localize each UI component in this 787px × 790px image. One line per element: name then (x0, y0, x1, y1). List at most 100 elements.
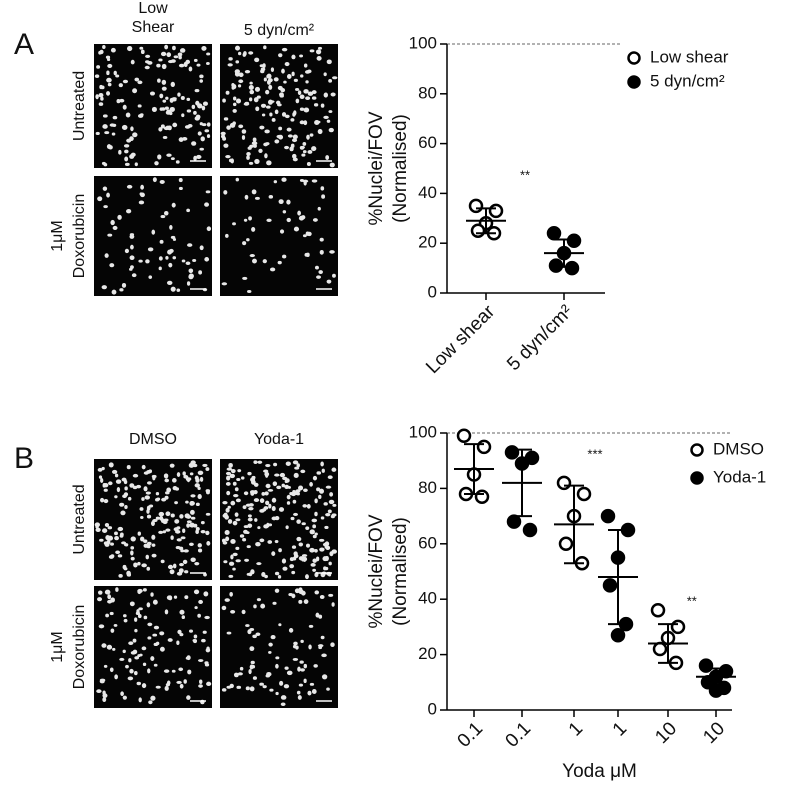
nucleus (259, 538, 265, 543)
nucleus (264, 471, 270, 477)
nucleus (187, 669, 192, 675)
nucleus (313, 103, 319, 107)
nucleus (205, 512, 211, 516)
nucleus (286, 501, 291, 505)
nucleus (229, 591, 233, 597)
nucleus (267, 488, 274, 492)
nucleus (153, 663, 158, 667)
nucleus (273, 462, 278, 467)
nucleus (221, 605, 227, 611)
nucleus (101, 161, 106, 165)
nucleus (246, 151, 251, 157)
nucleus (236, 477, 241, 482)
nucleus (148, 700, 153, 705)
nucleus (263, 77, 267, 82)
nucleus (176, 680, 182, 684)
data-point (652, 641, 668, 657)
nucleus (117, 214, 122, 220)
nucleus (272, 481, 278, 487)
nucleus (102, 186, 108, 191)
nucleus (170, 81, 176, 87)
nucleus (206, 226, 212, 232)
nucleus (138, 607, 143, 611)
nucleus (113, 70, 117, 76)
nucleus (188, 542, 194, 547)
nucleus (286, 217, 291, 223)
nucleus (309, 482, 313, 487)
nucleus (116, 98, 121, 104)
nucleus (119, 657, 125, 661)
nucleus (158, 511, 165, 517)
nucleus (165, 256, 169, 260)
nucleus (303, 107, 310, 113)
nucleus (270, 634, 276, 640)
nucleus (301, 556, 305, 562)
nucleus (205, 530, 210, 536)
nucleus (200, 530, 206, 534)
nucleus (196, 154, 202, 160)
nucleus (312, 534, 317, 539)
nucleus (235, 177, 240, 182)
nucleus (292, 460, 299, 465)
nucleus (180, 95, 185, 100)
nucleus (142, 588, 147, 592)
nucleus (267, 540, 273, 544)
nucleus (274, 109, 279, 115)
panel-label: B (14, 442, 34, 475)
nucleus (274, 571, 280, 576)
nucleus (235, 498, 241, 503)
nucleus (178, 186, 183, 191)
nucleus (281, 177, 287, 182)
nucleus (326, 687, 330, 691)
nucleus (106, 644, 113, 650)
nucleus (302, 141, 307, 146)
nucleus (151, 474, 157, 479)
nucleus (245, 686, 250, 691)
x-axis-label: Yoda μM (562, 761, 637, 782)
nucleus (247, 517, 253, 522)
nucleus (103, 541, 108, 545)
nucleus (189, 501, 195, 506)
data-point (558, 536, 574, 552)
nucleus (123, 144, 130, 148)
nucleus (122, 564, 127, 570)
nucleus (126, 46, 133, 52)
nucleus (198, 684, 203, 688)
nucleus (247, 146, 252, 150)
nucleus (169, 224, 173, 230)
nucleus (226, 467, 233, 471)
nucleus (158, 256, 163, 261)
nucleus (225, 481, 231, 486)
nucleus (122, 104, 127, 110)
nucleus (103, 488, 108, 492)
nucleus (234, 69, 240, 74)
nucleus (103, 482, 109, 488)
nucleus (232, 567, 236, 571)
nucleus (184, 595, 189, 600)
nucleus (312, 524, 317, 529)
nucleus (168, 262, 173, 268)
data-point (566, 233, 582, 248)
nucleus (201, 46, 207, 51)
nucleus (309, 133, 314, 137)
nucleus (106, 192, 110, 198)
nucleus (107, 63, 113, 69)
nucleus (159, 107, 163, 111)
nucleus (142, 662, 147, 667)
nucleus (306, 252, 310, 257)
nucleus (291, 545, 297, 549)
nucleus (235, 546, 240, 551)
nucleus (206, 122, 211, 127)
nucleus (188, 66, 193, 72)
nucleus (190, 460, 196, 465)
x-tick-label: 10 (651, 718, 681, 748)
nucleus (268, 650, 272, 654)
nucleus (148, 469, 153, 474)
nucleus (159, 93, 164, 99)
nucleus (126, 465, 131, 470)
nucleus (260, 67, 266, 72)
nucleus (158, 266, 162, 271)
nucleus (320, 461, 324, 467)
nucleus (265, 463, 271, 468)
nucleus (308, 644, 312, 650)
